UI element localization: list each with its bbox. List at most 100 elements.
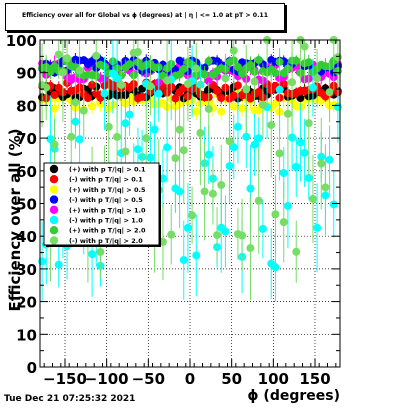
data-point [242,85,251,94]
data-point [125,60,134,69]
y-tick-label: 100 [6,32,37,50]
y-tick-label: 40 [16,228,37,246]
data-point [283,201,292,210]
data-point [238,104,247,113]
data-point [325,155,334,164]
legend-entry: (-) with p T/|q| > 0.5 [69,196,143,205]
legend-box [43,162,160,246]
data-point [192,64,201,73]
data-point [183,79,192,88]
data-point [63,54,72,63]
legend-marker [49,175,59,184]
legend-entry: (+) with p T/|q| > 0.5 [69,186,146,195]
data-point [292,56,301,65]
chart-title-box: Efficiency over all for Global vs ϕ (deg… [5,3,285,31]
data-point [246,61,255,70]
data-point [308,83,317,92]
x-tick-label: −100 [85,370,129,388]
data-point [146,82,155,91]
data-point [221,227,230,236]
data-point [304,173,313,182]
legend-marker [49,236,59,245]
data-point [58,68,67,77]
data-point [271,210,280,219]
data-point [121,147,130,156]
data-point [271,263,280,272]
x-tick-label: −150 [43,370,87,388]
data-point [221,74,230,83]
y-tick-label: 60 [16,163,37,181]
data-point [300,148,309,157]
legend: (+) with p T/|q| > 0.1 (-) with p T/|q| >… [43,162,161,247]
data-point [163,143,172,152]
legend-entry: (-) with p T/|q| > 1.0 [69,217,143,226]
data-point [54,260,63,269]
data-point [333,102,342,111]
data-point [154,89,163,98]
legend-marker [49,195,59,204]
legend-entry: (+) with p T/|q| > 0.1 [69,166,146,175]
data-point [67,132,76,141]
data-point [288,133,297,142]
y-tick-label: 80 [16,97,37,115]
data-point [167,230,176,239]
data-point [254,87,263,96]
y-tick-label: 50 [16,196,37,214]
data-point [279,218,288,227]
data-point [292,162,301,171]
legend-marker [49,215,59,225]
data-point [113,74,122,83]
data-point [333,53,342,62]
data-point [217,181,226,190]
data-point [242,132,251,141]
data-point [79,106,88,115]
data-point [238,231,247,240]
data-point [267,121,276,130]
data-point [217,93,226,102]
data-point [208,189,217,198]
data-point [183,223,192,232]
data-point [192,107,201,116]
data-point [46,135,55,144]
data-point [313,74,322,83]
legend-marker [49,226,59,235]
data-point [204,104,213,113]
data-point [175,70,184,79]
data-point [88,250,97,259]
data-point [138,92,147,101]
legend-entry: (+) with p T/|q| > 2.0 [69,227,146,236]
data-point [54,50,63,59]
data-point [175,125,184,134]
data-point [50,91,59,100]
data-point [117,80,126,89]
x-tick-label: 150 [299,370,330,388]
data-point [42,83,51,92]
x-axis-label: ϕ (degrees) [247,388,340,404]
axes: 0 10 20 30 40 50 60 70 80 90 100 −150−100 −50 0 50 100 1… [6,32,340,388]
data-point [200,70,209,79]
data-point [38,257,47,266]
data-point [200,187,209,196]
data-point [288,78,297,87]
data-point [233,81,242,90]
data-point [246,244,255,253]
data-point [204,77,213,86]
data-point [50,140,59,149]
data-point [229,143,238,152]
data-point [213,86,222,95]
data-point [179,64,188,73]
x-tick-label: 100 [258,370,289,388]
data-point [313,223,322,232]
data-point [250,140,259,149]
data-point [225,137,234,146]
data-point [292,247,301,256]
data-point [46,67,55,76]
x-tick-label: 0 [185,370,195,388]
data-point [304,58,313,67]
data-point [279,169,288,178]
data-point [133,48,142,57]
data-point [283,109,292,118]
y-tick-label: 0 [27,359,37,377]
data-point [254,134,263,143]
data-point [171,94,180,103]
